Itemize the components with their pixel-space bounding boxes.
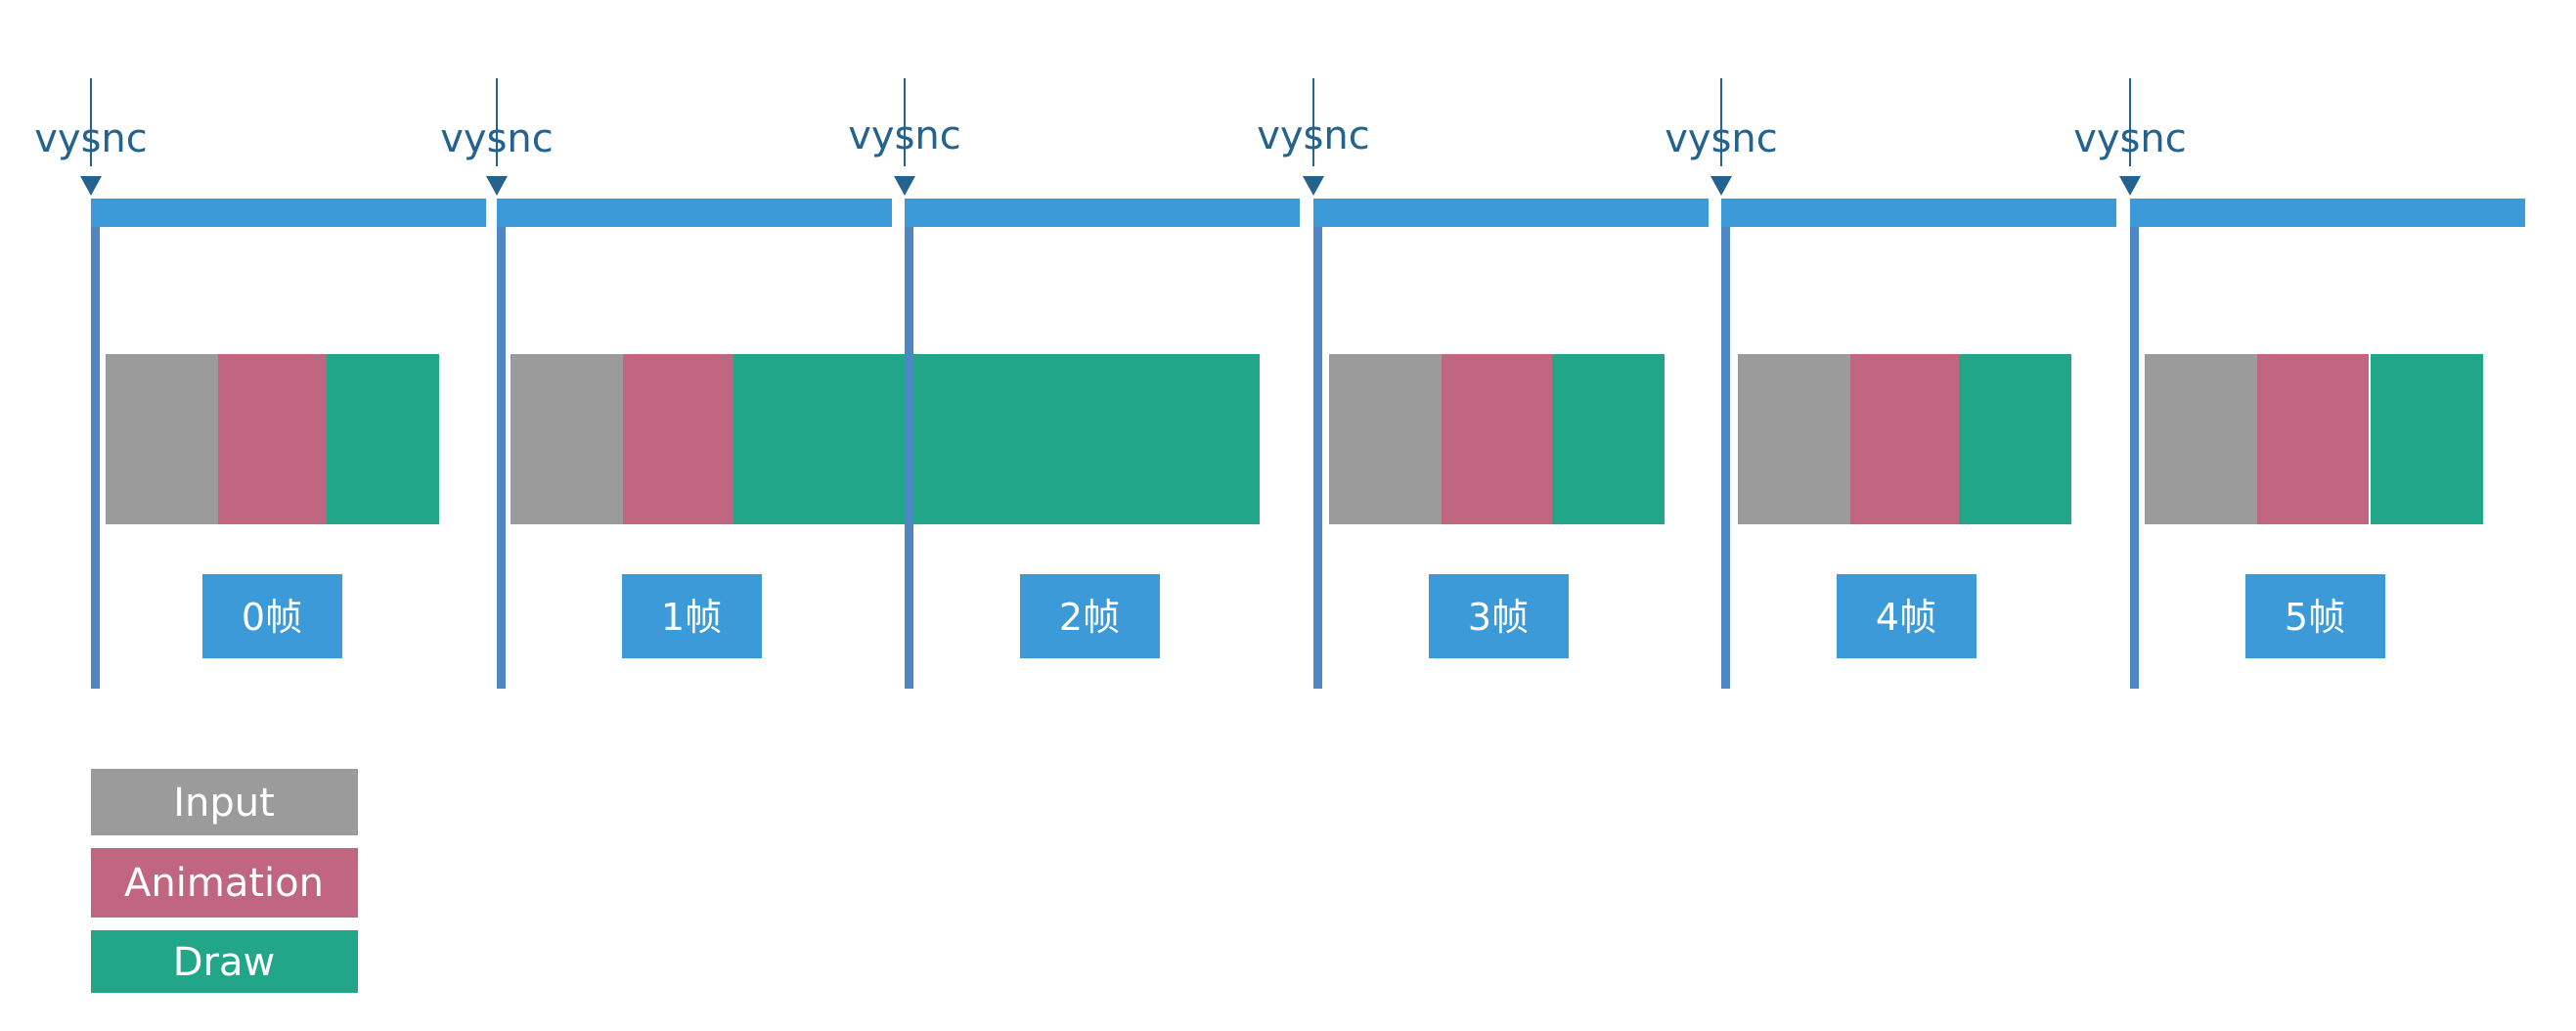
vsync-divider (2130, 227, 2139, 689)
vsync-interval-bar (91, 199, 486, 227)
frame-badge-box (1429, 574, 1569, 658)
draw-segment (733, 354, 1260, 524)
frame-label: 2帧 (1059, 596, 1120, 639)
vsync-divider (497, 227, 506, 689)
vsync-marker: vysnc (34, 78, 148, 196)
vsync-divider (1721, 227, 1730, 689)
animation-segment (218, 354, 327, 524)
frame-badge-box (1020, 574, 1160, 658)
input-segment (1329, 354, 1442, 524)
frame-work-block-0 (106, 354, 439, 524)
frame-work-block-3 (1329, 354, 1665, 524)
frame-label: 0帧 (242, 596, 302, 639)
vsync-interval-bar (497, 199, 892, 227)
input-segment (1738, 354, 1850, 524)
frame-work-block-4 (1738, 354, 2071, 524)
vsync-label: vysnc (440, 116, 554, 161)
vsync-marker: vysnc (848, 78, 961, 196)
frame-badge-box (1837, 574, 1976, 658)
vsync-label: vysnc (1257, 113, 1370, 158)
legend-label: Animation (124, 861, 324, 906)
vsync-marker: vysnc (1257, 78, 1370, 196)
legend-swatch-input (91, 769, 358, 835)
legend-swatch-draw (91, 930, 358, 993)
frame-badge-3: 3帧 (1429, 574, 1569, 658)
frame-badge-1: 1帧 (622, 574, 762, 658)
legend-swatch-animation (91, 848, 358, 918)
legend-item-input: Input (91, 769, 358, 835)
legend-item-draw: Draw (91, 930, 358, 993)
animation-segment (2257, 354, 2369, 524)
draw-segment (327, 354, 439, 524)
vsync-divider (905, 227, 913, 689)
frame-badge-5: 5帧 (2245, 574, 2385, 658)
vsync-interval-bar (905, 199, 1300, 227)
input-segment (2145, 354, 2257, 524)
frame-badge-2: 2帧 (1020, 574, 1160, 658)
input-segment (511, 354, 623, 524)
vsync-label: vysnc (2073, 116, 2187, 161)
vsync-label: vysnc (34, 116, 148, 161)
vsync-label: vysnc (848, 113, 961, 158)
vsync-divider (91, 227, 100, 689)
draw-segment (1959, 354, 2071, 524)
vsync-interval-bar (2130, 199, 2525, 227)
vsync-marker: vysnc (440, 78, 554, 196)
vsync-marker: vysnc (1665, 78, 1778, 196)
frame-label: 5帧 (2285, 596, 2345, 639)
input-segment (106, 354, 218, 524)
frame-badge-box (622, 574, 762, 658)
frame-label: 1帧 (661, 596, 722, 639)
frame-badge-box (202, 574, 342, 658)
legend-label: Draw (173, 940, 275, 985)
frame-work-block-1 (511, 354, 1260, 524)
frame-badge-4: 4帧 (1837, 574, 1976, 658)
frame-badge-0: 0帧 (202, 574, 342, 658)
animation-segment (623, 354, 733, 524)
frame-label: 3帧 (1468, 596, 1529, 639)
vsync-label: vysnc (1665, 116, 1778, 161)
legend-label: Input (173, 781, 275, 826)
draw-segment (2371, 354, 2483, 524)
draw-segment (1552, 354, 1665, 524)
vsync-interval-bar (1313, 199, 1709, 227)
vsync-marker: vysnc (2073, 78, 2187, 196)
vsync-interval-bar (1721, 199, 2116, 227)
frame-work-block-5 (2145, 354, 2483, 524)
frame-badge-box (2245, 574, 2385, 658)
legend-item-animation: Animation (91, 848, 358, 918)
animation-segment (1850, 354, 1959, 524)
legend: Input Animation Draw (91, 769, 358, 993)
animation-segment (1442, 354, 1552, 524)
vsync-divider (1313, 227, 1322, 689)
frame-label: 4帧 (1876, 596, 1936, 639)
